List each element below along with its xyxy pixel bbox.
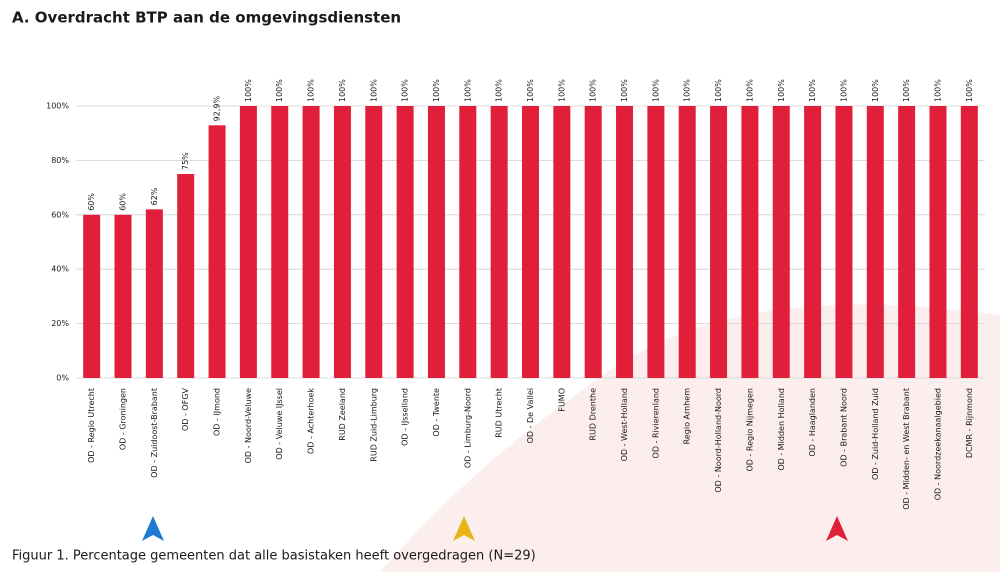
value-label: 100% bbox=[401, 79, 410, 102]
value-label: 100% bbox=[307, 79, 316, 102]
x-tick-label: RUD Utrecht bbox=[495, 388, 504, 438]
x-tick-label: OD - Regio Nijmegen bbox=[745, 388, 754, 472]
value-label: 100% bbox=[683, 79, 692, 102]
bar bbox=[647, 106, 665, 378]
value-label: 100% bbox=[369, 79, 378, 102]
x-tick-label: OD - De Vallei bbox=[526, 388, 535, 443]
y-tick-label: 80% bbox=[51, 156, 69, 165]
bar bbox=[866, 106, 884, 378]
arrow-red bbox=[826, 516, 848, 541]
bar bbox=[584, 106, 602, 378]
bar bbox=[177, 174, 195, 378]
value-label: 100% bbox=[714, 79, 723, 102]
y-tick-label: 40% bbox=[51, 265, 69, 274]
value-label: 100% bbox=[589, 79, 598, 102]
bar bbox=[898, 106, 916, 378]
x-tick-label: OD - IJsselland bbox=[401, 388, 410, 446]
arrow-yellow bbox=[453, 516, 475, 541]
value-label: 100% bbox=[651, 79, 660, 102]
caption: Figuur 1. Percentage gemeenten dat alle … bbox=[12, 549, 536, 564]
chart-title: A. Overdracht BTP aan de omgevingsdienst… bbox=[12, 9, 401, 27]
x-tick-label: RUD Zuid-Limburg bbox=[369, 388, 378, 462]
bar bbox=[835, 106, 853, 378]
bar bbox=[772, 106, 790, 378]
value-label: 100% bbox=[432, 79, 441, 102]
value-label: 100% bbox=[839, 79, 848, 102]
value-label: 100% bbox=[933, 79, 942, 102]
x-tick-label: OD - Twente bbox=[432, 388, 441, 437]
x-tick-label: OD - Noord-Veluwe bbox=[244, 388, 253, 463]
x-tick-label: OD - Haaglanden bbox=[808, 388, 817, 457]
x-tick-label: OD - Zuid-Holland Zuid bbox=[871, 388, 880, 480]
x-tick-label: OD - Midden- en West Brabant bbox=[902, 388, 911, 510]
x-tick-label: OD - Achterhoek bbox=[307, 388, 316, 454]
bar bbox=[427, 106, 445, 378]
arrow-blue bbox=[142, 516, 164, 541]
value-label: 100% bbox=[808, 79, 817, 102]
value-label: 100% bbox=[871, 79, 880, 102]
value-label: 62% bbox=[150, 187, 159, 205]
value-label: 100% bbox=[745, 79, 754, 102]
value-label: 100% bbox=[620, 79, 629, 102]
value-label: 100% bbox=[965, 79, 974, 102]
bar bbox=[365, 106, 383, 378]
value-label: 100% bbox=[463, 79, 472, 102]
bar bbox=[616, 106, 634, 378]
value-label: 100% bbox=[777, 79, 786, 102]
bar bbox=[83, 214, 101, 378]
bar bbox=[522, 106, 539, 378]
x-tick-label: OD - Midden Holland bbox=[777, 388, 786, 471]
bar bbox=[678, 106, 696, 378]
bar bbox=[710, 106, 728, 378]
x-tick-label: OD - IJmond bbox=[213, 388, 222, 436]
bar bbox=[490, 106, 508, 378]
x-tick-label: OD - Limburg-Noord bbox=[463, 388, 472, 468]
bar bbox=[239, 106, 257, 378]
value-label: 100% bbox=[526, 79, 535, 102]
bar bbox=[396, 106, 414, 378]
x-tick-label: OD - Rivierenland bbox=[651, 388, 660, 458]
value-label: 60% bbox=[119, 193, 128, 211]
x-tick-label: OD - Zuidoost-Brabant bbox=[150, 388, 159, 478]
x-tick-label: OD - OFGV bbox=[181, 387, 190, 431]
bar bbox=[553, 106, 571, 378]
x-tick-label: OD - Regio Utrecht bbox=[87, 388, 96, 463]
bar bbox=[208, 125, 226, 378]
value-label: 100% bbox=[557, 79, 566, 102]
x-tick-label: FUMO bbox=[557, 388, 566, 412]
y-tick-label: 0% bbox=[56, 374, 69, 383]
value-label: 100% bbox=[495, 79, 504, 102]
bar bbox=[459, 106, 477, 378]
x-tick-label: Regio Arnhem bbox=[683, 388, 692, 445]
x-tick-label: RUD Drenthe bbox=[589, 388, 598, 441]
x-tick-label: OD - West-Holland bbox=[620, 388, 629, 461]
y-tick-label: 20% bbox=[51, 319, 69, 328]
value-label: 100% bbox=[244, 79, 253, 102]
x-tick-label: OD - Noordzeekanaalgebied bbox=[933, 388, 942, 500]
x-tick-label: RUD Zeeland bbox=[338, 388, 347, 441]
bar bbox=[804, 106, 822, 378]
bar bbox=[929, 106, 947, 378]
value-label: 100% bbox=[902, 79, 911, 102]
bar bbox=[145, 209, 163, 378]
x-tick-label: OD - Brabant Noord bbox=[839, 388, 848, 467]
x-tick-label: OD - Veluwe IJssel bbox=[275, 388, 284, 460]
y-tick-label: 100% bbox=[46, 102, 69, 111]
y-tick-label: 60% bbox=[51, 210, 69, 219]
bar bbox=[333, 106, 351, 378]
bar bbox=[114, 214, 132, 378]
value-label: 60% bbox=[87, 193, 96, 211]
value-label: 75% bbox=[181, 152, 190, 170]
x-tick-label: OD - Groningen bbox=[119, 388, 128, 450]
bar bbox=[271, 106, 289, 378]
x-tick-label: OD - Noord-Holland-Noord bbox=[714, 388, 723, 493]
bar bbox=[741, 106, 759, 378]
x-tick-label: DCMR - Rijnmond bbox=[965, 388, 974, 458]
value-label: 100% bbox=[338, 79, 347, 102]
bar bbox=[302, 106, 320, 378]
value-label: 92,9% bbox=[213, 95, 222, 121]
bar bbox=[960, 106, 978, 378]
value-label: 100% bbox=[275, 79, 284, 102]
